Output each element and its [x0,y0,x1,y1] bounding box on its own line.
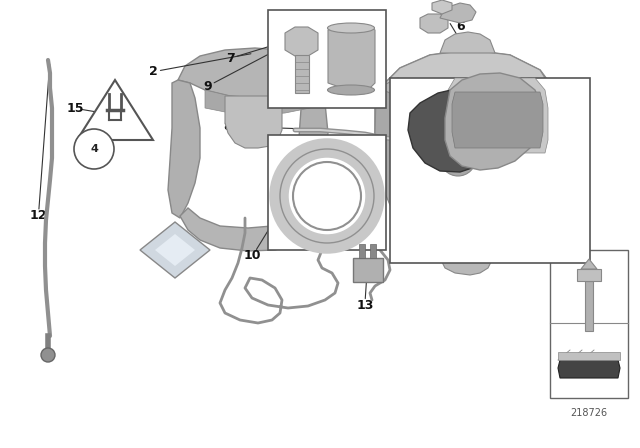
Polygon shape [328,26,375,90]
Text: 10: 10 [244,249,262,262]
Polygon shape [380,50,545,90]
Circle shape [440,140,476,176]
Polygon shape [408,88,503,172]
Bar [390,78,590,263]
Polygon shape [285,27,318,56]
Ellipse shape [328,85,374,95]
Polygon shape [420,14,448,33]
Polygon shape [180,208,318,251]
Polygon shape [577,269,601,281]
Text: 11: 11 [497,246,515,260]
Text: 5: 5 [456,34,465,48]
Circle shape [396,96,520,220]
Polygon shape [445,73,542,170]
Polygon shape [353,258,383,282]
Bar [268,10,386,108]
Text: 15: 15 [67,102,84,115]
Polygon shape [452,92,543,148]
Polygon shape [155,234,195,266]
Polygon shape [558,352,620,360]
Polygon shape [375,90,405,235]
Polygon shape [298,70,328,210]
Bar [268,135,386,250]
Polygon shape [432,0,452,14]
Polygon shape [140,222,210,278]
Polygon shape [440,258,493,275]
Text: 7: 7 [226,52,235,65]
Text: 6: 6 [456,20,465,34]
Text: 8: 8 [223,120,232,133]
Polygon shape [440,32,495,53]
Text: 9: 9 [204,79,212,93]
Polygon shape [440,3,476,23]
Bar [370,244,376,258]
Bar [359,244,365,258]
Polygon shape [558,360,620,378]
Bar [295,55,309,93]
Ellipse shape [328,23,374,33]
Circle shape [520,78,540,98]
Polygon shape [581,259,597,269]
Circle shape [422,122,494,194]
Polygon shape [448,78,548,153]
Polygon shape [178,48,322,98]
Text: 3: 3 [552,204,561,217]
Polygon shape [375,50,558,260]
Circle shape [408,108,508,208]
Text: 2: 2 [149,65,158,78]
Bar [585,281,593,331]
Polygon shape [168,80,200,218]
Circle shape [74,129,114,169]
Text: 4: 4 [90,144,98,154]
Bar [550,250,628,398]
Circle shape [520,223,540,243]
Text: 1: 1 [271,12,280,26]
Text: 14: 14 [173,236,191,250]
Text: 12: 12 [29,209,47,223]
Polygon shape [205,90,310,115]
Polygon shape [77,80,153,140]
Circle shape [41,348,55,362]
Polygon shape [225,96,282,148]
Text: 13: 13 [356,299,374,312]
Text: 218726: 218726 [570,408,607,418]
